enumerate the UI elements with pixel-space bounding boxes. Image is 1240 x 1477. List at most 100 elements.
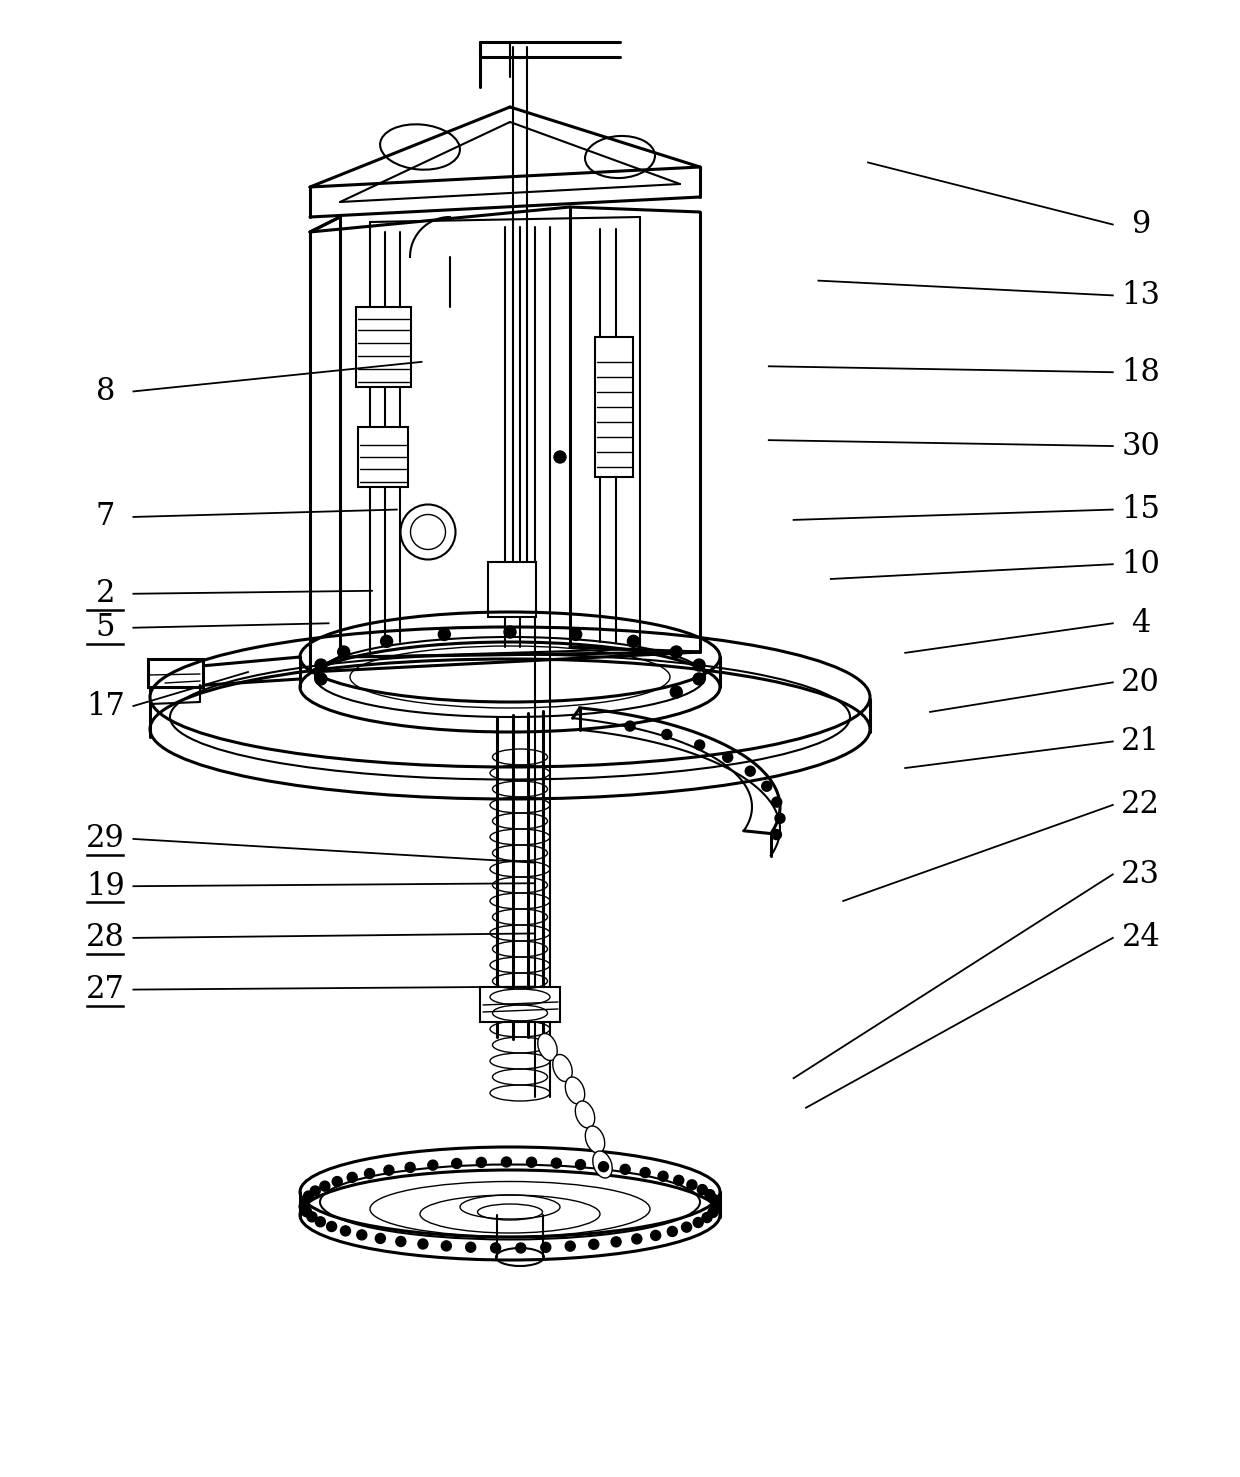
Circle shape [673, 1176, 683, 1186]
Text: 15: 15 [1121, 495, 1161, 524]
Circle shape [503, 626, 516, 638]
Circle shape [357, 1230, 367, 1239]
Circle shape [632, 1233, 642, 1244]
Circle shape [771, 798, 781, 806]
Text: 22: 22 [1121, 790, 1161, 820]
Circle shape [693, 659, 706, 671]
Circle shape [711, 1199, 720, 1210]
Circle shape [308, 1211, 317, 1221]
Circle shape [516, 1244, 526, 1252]
Bar [595, 337, 632, 477]
Text: 13: 13 [1121, 281, 1161, 310]
Circle shape [599, 1162, 609, 1171]
Circle shape [326, 1221, 336, 1232]
Ellipse shape [593, 1151, 613, 1179]
Circle shape [418, 1239, 428, 1250]
Bar [480, 987, 560, 1022]
Circle shape [761, 781, 771, 792]
Circle shape [651, 1230, 661, 1241]
Text: 30: 30 [1121, 431, 1161, 461]
Circle shape [337, 645, 350, 657]
Circle shape [745, 767, 755, 777]
Circle shape [341, 1226, 351, 1236]
Text: 10: 10 [1121, 549, 1161, 579]
Text: 7: 7 [95, 502, 115, 532]
Text: 8: 8 [95, 377, 115, 406]
Circle shape [300, 1196, 310, 1207]
Text: 5: 5 [95, 613, 115, 642]
Circle shape [682, 1221, 692, 1232]
Circle shape [501, 1156, 511, 1167]
Text: 9: 9 [1131, 210, 1151, 239]
Circle shape [347, 1173, 357, 1183]
Circle shape [365, 1168, 374, 1179]
Circle shape [299, 1201, 309, 1211]
Circle shape [693, 674, 706, 685]
Circle shape [709, 1195, 719, 1205]
Circle shape [662, 730, 672, 740]
Circle shape [575, 1159, 585, 1170]
Ellipse shape [575, 1100, 595, 1128]
Circle shape [441, 1241, 451, 1251]
Circle shape [708, 1208, 718, 1217]
Text: 2: 2 [95, 579, 115, 609]
Ellipse shape [538, 1034, 557, 1060]
Text: 24: 24 [1121, 923, 1161, 953]
Circle shape [658, 1171, 668, 1182]
Circle shape [687, 1180, 697, 1190]
Text: 18: 18 [1121, 357, 1161, 387]
Circle shape [552, 1158, 562, 1168]
Circle shape [541, 1242, 551, 1252]
Circle shape [704, 1189, 715, 1199]
Text: 27: 27 [86, 975, 125, 1004]
Circle shape [438, 628, 450, 641]
Circle shape [671, 645, 682, 657]
Circle shape [451, 1158, 461, 1168]
Circle shape [476, 1158, 486, 1167]
Circle shape [569, 628, 582, 641]
Text: 23: 23 [1121, 860, 1161, 889]
Circle shape [625, 721, 635, 731]
Circle shape [527, 1158, 537, 1167]
Circle shape [627, 635, 640, 647]
Text: 4: 4 [1131, 609, 1151, 638]
Text: 21: 21 [1121, 727, 1161, 756]
Circle shape [775, 814, 785, 823]
Circle shape [315, 674, 327, 685]
Text: 29: 29 [86, 824, 125, 854]
Text: 20: 20 [1121, 668, 1161, 697]
Circle shape [301, 1207, 311, 1217]
Circle shape [320, 1182, 330, 1190]
Circle shape [376, 1233, 386, 1244]
Ellipse shape [565, 1077, 585, 1103]
Text: 19: 19 [86, 871, 125, 901]
Circle shape [491, 1242, 501, 1252]
Circle shape [315, 1217, 325, 1227]
Circle shape [723, 752, 733, 762]
Circle shape [693, 1217, 703, 1227]
Circle shape [304, 1190, 314, 1201]
Circle shape [640, 1167, 650, 1177]
Circle shape [589, 1239, 599, 1250]
Circle shape [697, 1185, 707, 1195]
Circle shape [554, 450, 565, 462]
Circle shape [667, 1226, 677, 1236]
Circle shape [611, 1236, 621, 1247]
Circle shape [466, 1242, 476, 1252]
Circle shape [711, 1202, 720, 1213]
Circle shape [384, 1165, 394, 1176]
Ellipse shape [553, 1055, 572, 1081]
Text: 28: 28 [86, 923, 125, 953]
Circle shape [381, 635, 393, 647]
Circle shape [428, 1159, 438, 1170]
Text: 17: 17 [86, 691, 125, 721]
Circle shape [396, 1236, 405, 1247]
Circle shape [315, 659, 327, 671]
Circle shape [620, 1164, 630, 1174]
Circle shape [565, 1241, 575, 1251]
Circle shape [310, 1186, 320, 1196]
Bar [489, 563, 536, 617]
Bar [358, 427, 408, 487]
Circle shape [771, 830, 781, 839]
Circle shape [332, 1177, 342, 1186]
